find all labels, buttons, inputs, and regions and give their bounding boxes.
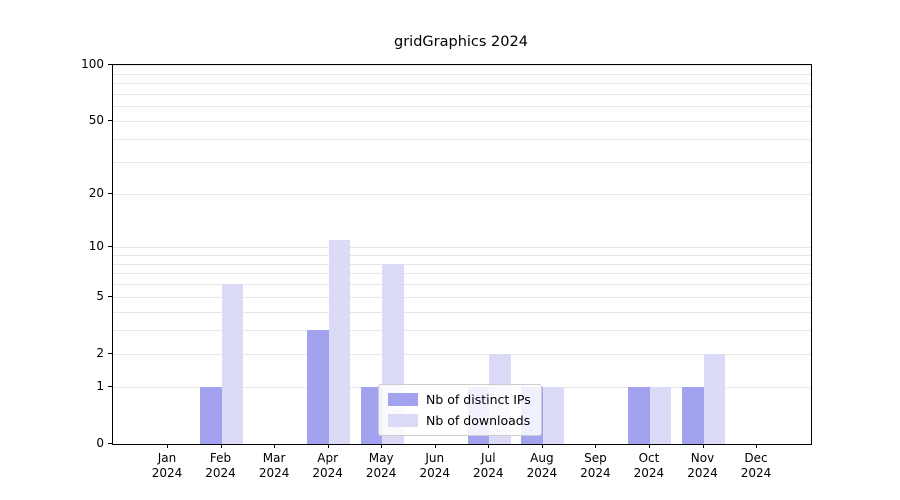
plot-area: Nb of distinct IPs Nb of downloads [112,64,812,445]
legend-label-downloads: Nb of downloads [426,413,531,428]
x-tick-label: Oct 2024 [633,451,665,480]
y-tick-label: 0 [96,436,104,450]
legend-swatch-downloads-icon [388,414,418,427]
bar-downloads-oct [649,387,672,444]
x-tick-label: Jun 2024 [419,451,451,480]
gridline [113,254,811,256]
x-tick-label: Sep 2024 [580,451,611,480]
x-tick [220,444,222,448]
x-tick [648,444,650,448]
gridline [113,139,811,141]
gridline [113,161,811,163]
gridline [113,284,811,286]
bar-distinct-ips-may [360,387,383,444]
x-tick-label: Nov 2024 [687,451,718,480]
x-tick-label: Jul 2024 [473,451,504,480]
y-tick-label: 5 [96,288,104,303]
x-tick [756,444,758,448]
legend-swatch-distinct-ips-icon [388,393,418,406]
bar-downloads-nov [703,353,725,444]
x-tick-label: Feb 2024 [205,451,236,480]
legend-item-downloads: Nb of downloads [388,413,531,428]
x-tick [702,444,704,448]
y-tick-label: 50 [88,113,104,128]
gridline [113,311,811,313]
gridline [113,73,811,75]
x-tick-label: Jan 2024 [151,451,183,480]
y-tick [108,64,112,65]
gridline [113,247,811,249]
gridline [113,121,811,123]
y-tick [108,295,112,297]
y-tick-label: 2 [96,345,104,360]
bar-distinct-ips-apr [307,330,329,444]
y-tick-label: 100 [81,57,104,71]
legend-label-distinct-ips: Nb of distinct IPs [426,392,531,407]
legend-item-distinct-ips: Nb of distinct IPs [388,392,531,407]
x-tick [595,444,597,448]
x-tick-label: Aug 2024 [526,451,558,480]
x-tick [541,444,543,448]
gridline [113,193,811,195]
x-tick [434,444,436,448]
x-tick [327,444,329,448]
x-tick-label: Mar 2024 [258,451,290,480]
x-tick [167,444,168,448]
y-tick [108,443,112,444]
y-tick-label: 10 [88,239,104,254]
gridline [113,353,811,355]
y-tick [108,192,112,194]
gridline [113,65,811,66]
gridline [113,273,811,275]
y-tick [108,386,112,388]
x-tick [381,444,383,448]
bar-downloads-feb [221,284,244,444]
gridline [113,296,811,298]
x-tick-label: May 2024 [365,451,397,480]
gridline [113,93,811,95]
bar-downloads-apr [328,239,351,444]
gridline [113,106,811,108]
gridline [113,263,811,265]
y-tick [108,352,112,354]
y-tick [108,246,112,248]
x-tick-label: Apr 2024 [312,451,343,480]
y-tick-label: 20 [88,185,104,200]
bar-distinct-ips-oct [628,387,650,444]
bar-downloads-aug [542,387,565,444]
x-tick [274,444,276,448]
x-tick-label: Dec 2024 [740,451,772,480]
x-tick [488,444,490,448]
y-tick [108,120,112,122]
gridline [113,330,811,332]
legend: Nb of distinct IPs Nb of downloads [378,384,542,436]
bar-distinct-ips-nov [682,387,704,444]
y-tick-label: 1 [96,379,104,394]
bar-distinct-ips-feb [200,387,222,444]
chart-title: gridGraphics 2024 [394,34,528,50]
gridline [113,83,811,85]
